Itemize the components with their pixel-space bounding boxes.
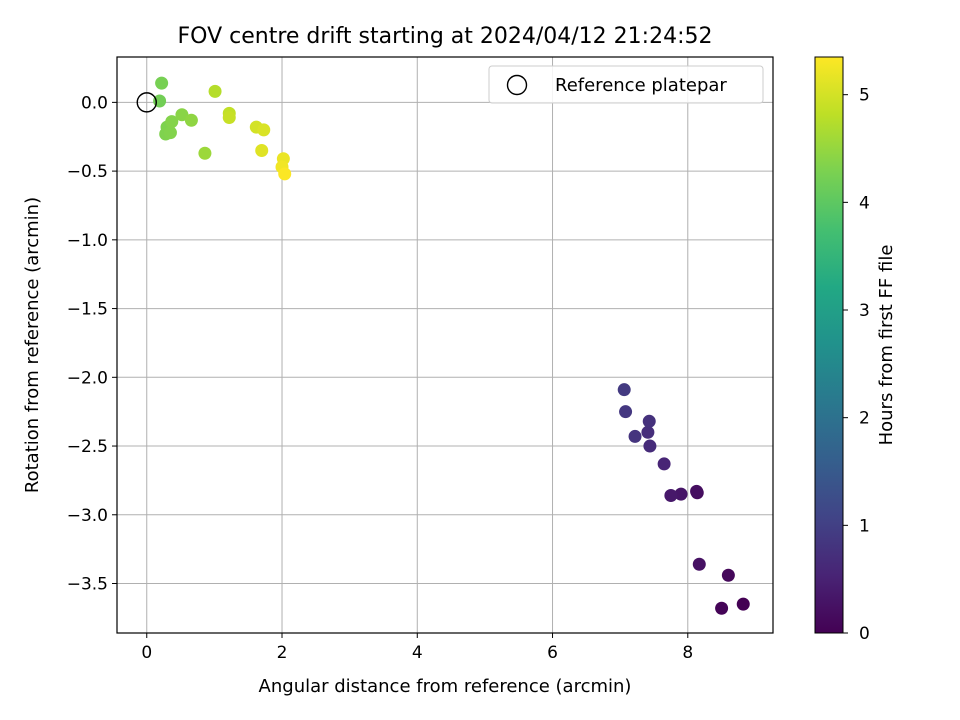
data-point	[208, 84, 222, 98]
colorbar-tick-label: 3	[859, 301, 870, 321]
data-point	[642, 414, 656, 428]
data-point	[674, 487, 688, 501]
colorbar: 0 1 2 3 4 5 Hours from first FF file	[814, 56, 897, 644]
plot-area-frame	[116, 56, 774, 634]
x-tick-label: 6	[547, 643, 558, 663]
colorbar-ticks: 0 1 2 3 4 5	[843, 86, 870, 644]
y-tick-label: −3.5	[67, 575, 108, 595]
data-point	[222, 110, 236, 124]
y-tick-label: 0.0	[81, 93, 108, 113]
colorbar-tick-label: 2	[859, 409, 870, 429]
legend-label: Reference platepar	[555, 75, 727, 96]
data-point	[175, 108, 189, 122]
x-tick-label: 8	[682, 643, 693, 663]
data-point	[657, 457, 671, 471]
data-points	[136, 76, 750, 615]
data-point	[715, 601, 729, 615]
data-point	[736, 597, 750, 611]
colorbar-tick-label: 0	[859, 624, 870, 644]
data-point	[617, 383, 631, 397]
data-point	[184, 113, 198, 127]
y-tick-label: −1.5	[67, 300, 108, 320]
data-point	[165, 115, 179, 129]
colorbar-tick-label: 1	[859, 516, 870, 536]
x-tick-label: 2	[277, 643, 288, 663]
data-point	[628, 429, 642, 443]
colorbar-tick-label: 5	[859, 86, 870, 106]
chart-title: FOV centre drift starting at 2024/04/12 …	[178, 24, 713, 49]
data-point	[257, 123, 271, 137]
colorbar-tick-label: 4	[859, 193, 870, 213]
y-tick-label: −3.0	[67, 506, 108, 526]
grid	[117, 57, 773, 633]
x-axis-label: Angular distance from reference (arcmin)	[259, 676, 632, 697]
data-point	[690, 484, 704, 498]
x-axis-ticks: 0 2 4 6 8	[141, 633, 693, 663]
data-point	[664, 489, 678, 503]
x-tick-label: 4	[412, 643, 423, 663]
y-tick-label: −1.0	[67, 231, 108, 251]
colorbar-gradient	[814, 56, 844, 634]
data-point	[643, 439, 657, 453]
reference-marker	[136, 92, 157, 113]
data-point	[255, 143, 269, 157]
data-point	[619, 405, 633, 419]
y-tick-label: −0.5	[67, 162, 108, 182]
x-tick-label: 0	[141, 643, 152, 663]
legend: Reference platepar	[488, 65, 764, 104]
data-point	[163, 126, 177, 140]
y-tick-label: −2.5	[67, 437, 108, 457]
data-point	[198, 146, 212, 160]
data-point	[641, 425, 655, 439]
data-point	[721, 568, 735, 582]
colorbar-label: Hours from first FF file	[876, 245, 897, 446]
y-tick-label: −2.0	[67, 368, 108, 388]
data-point	[278, 167, 292, 181]
legend-box	[488, 65, 764, 104]
y-axis-label: Rotation from reference (arcmin)	[22, 197, 43, 493]
data-point	[155, 76, 169, 90]
data-point	[692, 557, 706, 571]
legend-marker	[506, 74, 528, 96]
y-axis-ticks: 0.0 −0.5 −1.0 −1.5 −2.0 −2.5 −3.0 −3.5	[67, 93, 117, 595]
